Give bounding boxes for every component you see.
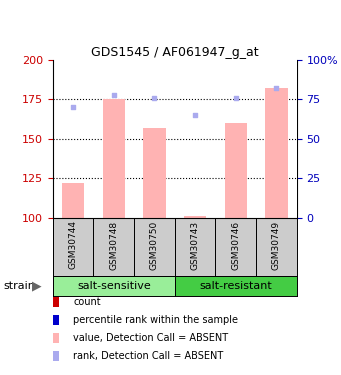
Bar (256, 217, 297, 276)
Text: GSM30743: GSM30743 (191, 220, 199, 270)
Text: ▶: ▶ (32, 279, 42, 292)
Text: GSM30744: GSM30744 (69, 220, 78, 269)
Point (273, 86, 279, 92)
Bar (216, 217, 256, 276)
Bar (184, 216, 206, 217)
Text: count: count (73, 297, 101, 307)
Bar (175, 217, 216, 276)
Bar (53, 217, 93, 276)
Point (192, 112, 198, 118)
Bar (62, 183, 84, 218)
Text: salt-resistant: salt-resistant (199, 281, 272, 291)
Bar (224, 123, 247, 218)
Point (111, 92, 117, 98)
Text: GSM30746: GSM30746 (231, 220, 240, 270)
Text: salt-sensitive: salt-sensitive (77, 281, 151, 291)
Text: rank, Detection Call = ABSENT: rank, Detection Call = ABSENT (73, 351, 224, 361)
Text: GSM30749: GSM30749 (272, 220, 281, 270)
Bar (134, 217, 175, 276)
Bar (265, 88, 287, 218)
Text: percentile rank within the sample: percentile rank within the sample (73, 315, 238, 325)
Title: GDS1545 / AF061947_g_at: GDS1545 / AF061947_g_at (91, 46, 258, 59)
Bar (143, 128, 166, 218)
Bar (93, 217, 134, 276)
Point (71, 104, 76, 110)
Bar (53, 276, 175, 296)
Text: strain: strain (3, 281, 35, 291)
Text: value, Detection Call = ABSENT: value, Detection Call = ABSENT (73, 333, 228, 343)
Text: GSM30748: GSM30748 (109, 220, 118, 270)
Bar (103, 99, 125, 218)
Text: GSM30750: GSM30750 (150, 220, 159, 270)
Point (152, 95, 157, 101)
Bar (175, 276, 297, 296)
Point (233, 95, 238, 101)
